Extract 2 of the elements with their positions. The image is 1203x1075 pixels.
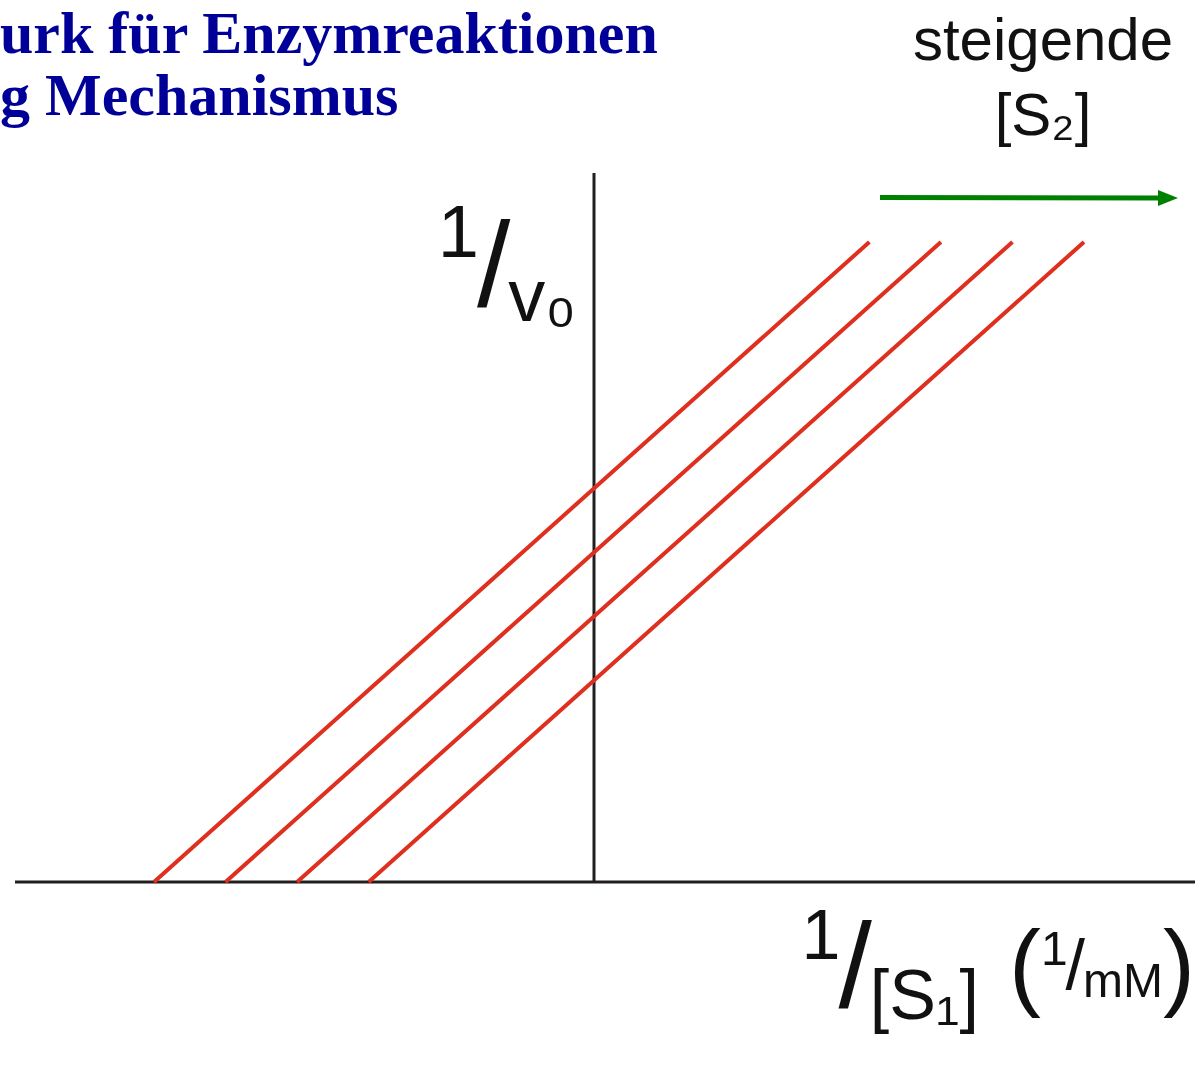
text: steigende [S₂] — [911, 5, 1175, 150]
chart-title: urk für Enzymreaktionen — [0, 0, 658, 66]
